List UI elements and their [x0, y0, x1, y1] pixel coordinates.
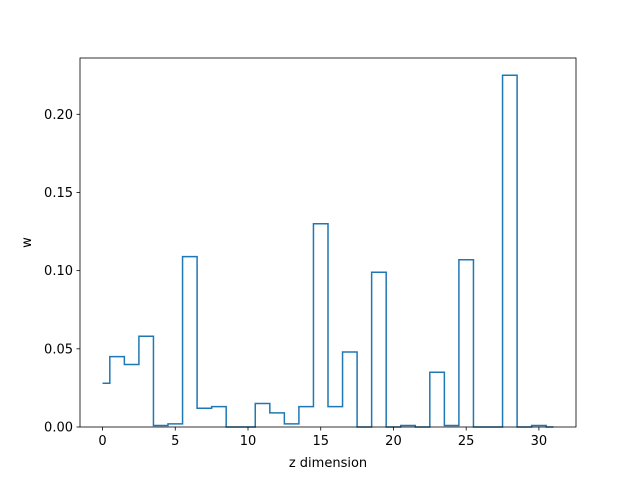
y-tick-label: 0.20 — [44, 108, 73, 123]
y-axis-label: w — [20, 237, 35, 248]
series-line-0 — [102, 74, 554, 428]
x-tick-label: 10 — [240, 434, 257, 449]
x-tick-label: 5 — [171, 434, 179, 449]
x-tick-label: 25 — [458, 434, 475, 449]
y-tick-label: 0.10 — [44, 264, 73, 279]
x-tick-label: 20 — [385, 434, 402, 449]
x-axis-label: z dimension — [289, 456, 367, 471]
axes-frame — [79, 57, 577, 428]
axes: 0 5 10 15 20 25 30 0.00 0.05 0.10 0.15 0.20 — [44, 57, 577, 449]
x-tick-label: 30 — [531, 434, 548, 449]
y-tick-label: 0.00 — [44, 421, 73, 436]
y-tick-label: 0.05 — [44, 342, 73, 357]
x-tick-label: 15 — [312, 434, 329, 449]
y-tick-label: 0.15 — [44, 186, 73, 201]
plot-area — [102, 74, 554, 428]
x-tick-label: 0 — [98, 434, 106, 449]
